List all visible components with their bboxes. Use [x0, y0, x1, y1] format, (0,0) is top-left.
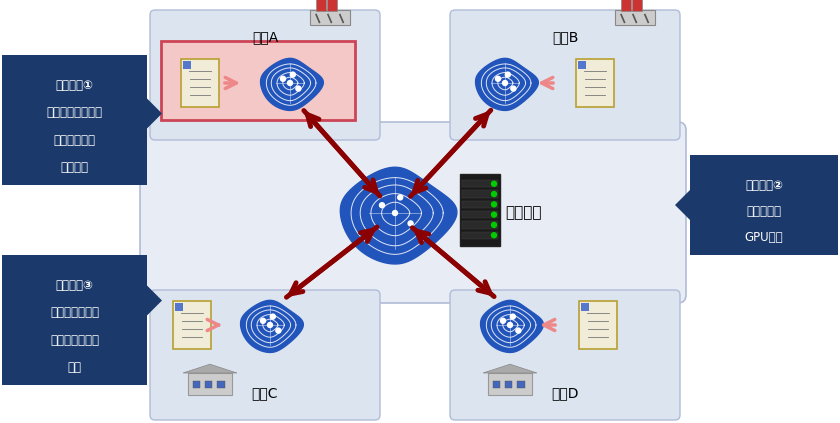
- FancyBboxPatch shape: [316, 0, 326, 11]
- Polygon shape: [483, 364, 537, 373]
- FancyBboxPatch shape: [150, 10, 380, 140]
- FancyBboxPatch shape: [150, 290, 380, 420]
- FancyBboxPatch shape: [328, 0, 337, 11]
- Circle shape: [392, 211, 397, 215]
- FancyBboxPatch shape: [450, 290, 680, 420]
- FancyBboxPatch shape: [175, 303, 183, 311]
- Text: サーバー: サーバー: [505, 206, 542, 220]
- Text: 動的に通信量を: 動的に通信量を: [50, 334, 99, 346]
- Text: ポイント①: ポイント①: [55, 80, 93, 92]
- Circle shape: [287, 80, 292, 85]
- FancyBboxPatch shape: [581, 303, 589, 311]
- Circle shape: [408, 221, 413, 226]
- FancyBboxPatch shape: [462, 180, 498, 187]
- FancyBboxPatch shape: [181, 59, 219, 107]
- Text: 拠点D: 拠点D: [551, 386, 579, 400]
- FancyBboxPatch shape: [450, 10, 680, 140]
- FancyBboxPatch shape: [183, 61, 191, 69]
- FancyBboxPatch shape: [517, 381, 524, 388]
- Circle shape: [281, 76, 286, 81]
- FancyBboxPatch shape: [576, 59, 614, 107]
- Text: 制御: 制御: [67, 361, 81, 374]
- FancyBboxPatch shape: [140, 122, 686, 303]
- Circle shape: [501, 318, 506, 323]
- Polygon shape: [340, 167, 457, 264]
- FancyBboxPatch shape: [615, 10, 655, 25]
- Circle shape: [276, 328, 281, 333]
- FancyBboxPatch shape: [493, 381, 500, 388]
- FancyBboxPatch shape: [460, 174, 500, 246]
- Text: 各クライアントが: 各クライアントが: [46, 107, 102, 119]
- FancyBboxPatch shape: [205, 381, 213, 388]
- FancyBboxPatch shape: [161, 41, 355, 120]
- FancyBboxPatch shape: [188, 373, 232, 395]
- Polygon shape: [675, 190, 690, 220]
- FancyBboxPatch shape: [633, 0, 643, 11]
- Circle shape: [511, 86, 516, 91]
- FancyBboxPatch shape: [2, 255, 147, 385]
- FancyBboxPatch shape: [193, 381, 200, 388]
- Circle shape: [397, 195, 402, 200]
- Polygon shape: [147, 99, 162, 129]
- Text: 完全非同期で: 完全非同期で: [54, 134, 96, 146]
- Circle shape: [491, 192, 496, 197]
- FancyBboxPatch shape: [505, 381, 512, 388]
- Polygon shape: [147, 286, 162, 316]
- Text: 拠点C: 拠点C: [252, 386, 278, 400]
- FancyBboxPatch shape: [218, 381, 224, 388]
- Text: ポイント②: ポイント②: [745, 179, 783, 192]
- Polygon shape: [183, 364, 237, 373]
- FancyBboxPatch shape: [622, 0, 631, 11]
- Text: 学習状況に応じ: 学習状況に応じ: [50, 306, 99, 319]
- Text: ポイント③: ポイント③: [55, 279, 93, 292]
- FancyBboxPatch shape: [462, 232, 498, 239]
- Polygon shape: [240, 300, 303, 352]
- Circle shape: [491, 222, 496, 228]
- Circle shape: [291, 72, 296, 77]
- FancyBboxPatch shape: [578, 61, 586, 69]
- Circle shape: [491, 233, 496, 238]
- FancyBboxPatch shape: [2, 55, 147, 185]
- Polygon shape: [260, 58, 323, 110]
- Text: GPU不要: GPU不要: [745, 231, 784, 244]
- Text: 拠点B: 拠点B: [552, 30, 578, 44]
- Circle shape: [502, 80, 507, 85]
- FancyBboxPatch shape: [462, 221, 498, 228]
- Text: 学習可能: 学習可能: [60, 161, 88, 173]
- Circle shape: [267, 322, 272, 327]
- Circle shape: [296, 86, 301, 91]
- FancyBboxPatch shape: [690, 155, 838, 255]
- Circle shape: [491, 202, 496, 207]
- Circle shape: [491, 181, 496, 186]
- Circle shape: [260, 318, 265, 323]
- Circle shape: [491, 212, 496, 217]
- Text: サーバーは: サーバーは: [747, 205, 781, 218]
- Circle shape: [270, 314, 276, 319]
- Text: 拠点A: 拠点A: [252, 30, 278, 44]
- Polygon shape: [475, 58, 538, 110]
- FancyBboxPatch shape: [488, 373, 532, 395]
- Circle shape: [516, 328, 521, 333]
- FancyBboxPatch shape: [579, 301, 617, 349]
- Circle shape: [496, 76, 501, 81]
- FancyBboxPatch shape: [462, 201, 498, 208]
- Circle shape: [507, 322, 512, 327]
- Polygon shape: [480, 300, 543, 352]
- FancyBboxPatch shape: [462, 211, 498, 218]
- FancyBboxPatch shape: [310, 10, 349, 25]
- Circle shape: [511, 314, 515, 319]
- FancyBboxPatch shape: [462, 190, 498, 198]
- Circle shape: [380, 203, 385, 208]
- Circle shape: [506, 72, 511, 77]
- FancyBboxPatch shape: [173, 301, 211, 349]
